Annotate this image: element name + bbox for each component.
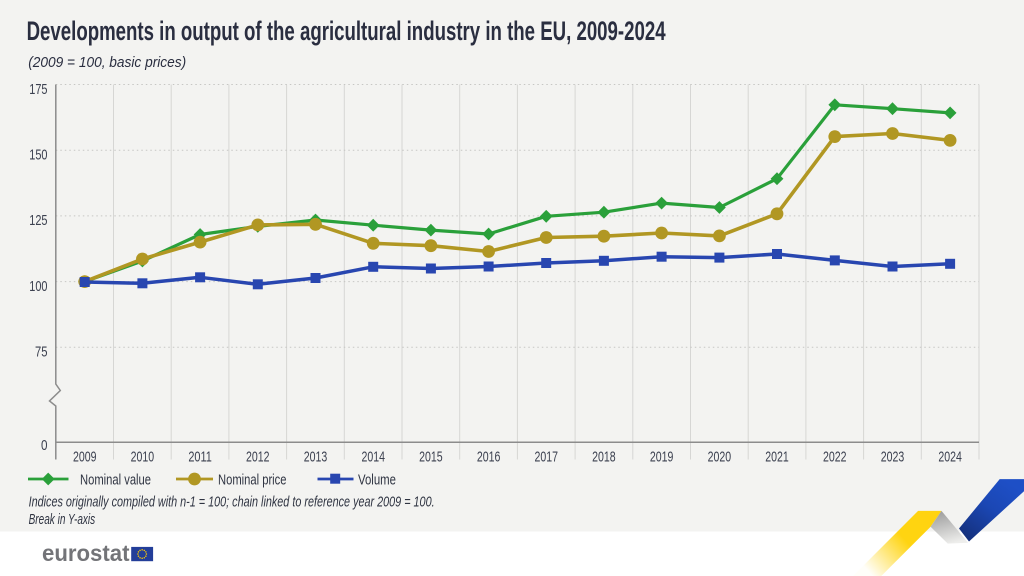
- svg-text:175: 175: [29, 81, 47, 98]
- svg-text:150: 150: [29, 147, 47, 164]
- svg-text:2017: 2017: [534, 449, 558, 466]
- svg-text:Volume: Volume: [358, 472, 396, 489]
- svg-text:Nominal price: Nominal price: [218, 472, 287, 489]
- svg-text:Developments in output of the: Developments in output of the agricultur…: [27, 16, 666, 46]
- svg-text:Break in Y-axis: Break in Y-axis: [29, 511, 96, 528]
- svg-text:eurostat: eurostat: [42, 540, 130, 566]
- svg-text:2019: 2019: [650, 449, 674, 466]
- svg-text:2010: 2010: [131, 449, 155, 466]
- svg-text:2021: 2021: [765, 449, 789, 466]
- svg-text:2018: 2018: [592, 449, 616, 466]
- svg-text:(2009 = 100, basic prices): (2009 = 100, basic prices): [28, 54, 186, 71]
- svg-text:2014: 2014: [361, 449, 385, 466]
- svg-text:2022: 2022: [823, 449, 847, 466]
- svg-text:75: 75: [35, 344, 48, 361]
- svg-text:Nominal value: Nominal value: [80, 472, 151, 489]
- svg-text:125: 125: [29, 212, 47, 229]
- svg-text:2009: 2009: [73, 449, 97, 466]
- svg-text:2012: 2012: [246, 449, 270, 466]
- svg-text:2015: 2015: [419, 449, 443, 466]
- svg-text:2024: 2024: [938, 449, 962, 466]
- svg-text:2013: 2013: [304, 449, 328, 466]
- svg-text:2011: 2011: [188, 449, 212, 466]
- svg-text:2023: 2023: [881, 449, 905, 466]
- svg-text:0: 0: [41, 437, 48, 454]
- svg-text:2020: 2020: [708, 449, 732, 466]
- svg-text:Indices originally compiled wi: Indices originally compiled with n-1 = 1…: [29, 494, 435, 511]
- svg-text:2016: 2016: [477, 449, 501, 466]
- svg-text:100: 100: [29, 278, 47, 295]
